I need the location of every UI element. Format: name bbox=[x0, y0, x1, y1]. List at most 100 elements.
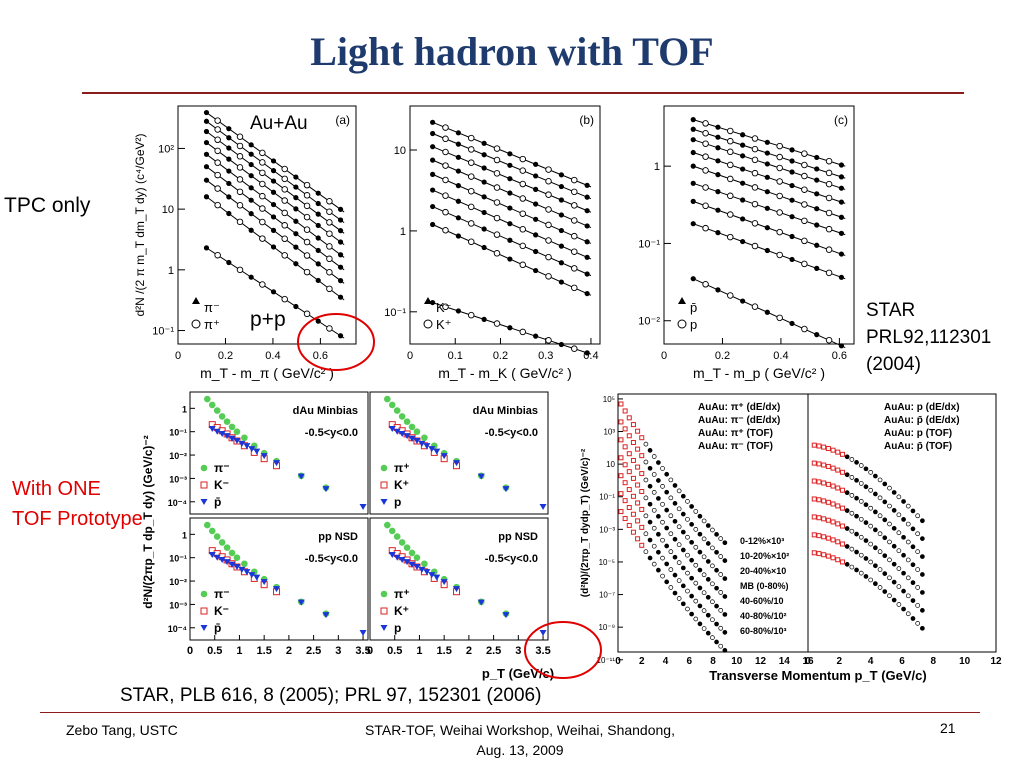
dedx-point bbox=[718, 554, 724, 559]
data-point bbox=[226, 194, 232, 200]
tof-point bbox=[811, 478, 817, 484]
data-point bbox=[814, 242, 820, 248]
pion-point bbox=[413, 428, 421, 435]
dedx-point bbox=[643, 513, 649, 519]
proton-point bbox=[403, 559, 411, 566]
tof-point bbox=[639, 506, 645, 512]
data-point bbox=[545, 206, 552, 213]
dedx-point bbox=[844, 472, 850, 478]
data-point bbox=[468, 238, 475, 246]
proton-point bbox=[359, 629, 367, 636]
dedx-point bbox=[701, 536, 707, 542]
x-axis-label: m_T - m_π ( GeV/c² ) bbox=[200, 365, 334, 381]
proton-point bbox=[388, 552, 396, 559]
data-point bbox=[214, 147, 221, 155]
dedx-point bbox=[858, 570, 864, 576]
data-point bbox=[337, 264, 344, 270]
data-point bbox=[702, 120, 709, 127]
data-point bbox=[825, 169, 833, 177]
dedx-point bbox=[877, 549, 883, 555]
tof-point bbox=[821, 516, 827, 522]
tof-point bbox=[816, 515, 822, 521]
data-point bbox=[519, 195, 527, 202]
data-point bbox=[468, 146, 475, 153]
dedx-point bbox=[868, 505, 874, 511]
data-point bbox=[430, 157, 436, 163]
subpanel-label: dAu Minbias bbox=[293, 405, 358, 417]
legend-marker-open bbox=[677, 319, 687, 329]
data-point bbox=[259, 149, 266, 157]
dedx-point bbox=[849, 475, 855, 480]
y-tick-label: 10⁻¹ bbox=[169, 554, 187, 564]
data-point bbox=[727, 127, 734, 135]
dedx-point bbox=[668, 549, 674, 555]
tof-point bbox=[630, 457, 636, 463]
centrality-label: 60-80%/10³ bbox=[740, 626, 787, 636]
dedx-point bbox=[656, 514, 661, 519]
dedx-point bbox=[701, 554, 707, 560]
legend-marker-kaon bbox=[380, 607, 388, 615]
data-point bbox=[214, 201, 221, 209]
dedx-point bbox=[844, 490, 850, 496]
data-point bbox=[789, 214, 795, 220]
data-point bbox=[315, 190, 321, 196]
data-point bbox=[519, 210, 527, 217]
data-point bbox=[519, 167, 527, 174]
data-point bbox=[281, 197, 288, 204]
dedx-point bbox=[873, 563, 878, 569]
dedx-point bbox=[668, 513, 674, 519]
data-point bbox=[493, 156, 501, 164]
x-tick-label: 0 bbox=[175, 350, 181, 362]
data-point bbox=[814, 166, 820, 172]
dedx-point bbox=[680, 583, 686, 589]
data-point bbox=[315, 318, 321, 324]
panel-label: (b) bbox=[579, 113, 594, 127]
dedx-point bbox=[685, 588, 690, 594]
proton-point bbox=[297, 473, 305, 480]
legend-marker-pion bbox=[380, 590, 388, 598]
data-point bbox=[690, 137, 696, 143]
dedx-point bbox=[676, 542, 682, 548]
data-point bbox=[519, 180, 527, 188]
data-point bbox=[248, 197, 254, 203]
dedx-point bbox=[905, 575, 911, 581]
legend-label: K⁺ bbox=[436, 317, 452, 332]
data-point bbox=[442, 176, 449, 184]
y-tick-label: 10⁻¹¹ bbox=[597, 656, 616, 665]
legend-marker-filled bbox=[678, 297, 686, 304]
dedx-point bbox=[668, 567, 674, 572]
legend-marker-pion bbox=[200, 590, 208, 598]
legend-label: π⁻ bbox=[214, 587, 230, 601]
data-point bbox=[558, 243, 564, 249]
dedx-point bbox=[710, 527, 715, 533]
data-point bbox=[776, 251, 783, 259]
tof-point bbox=[821, 498, 827, 504]
data-point bbox=[584, 254, 590, 260]
proton-point bbox=[273, 460, 281, 467]
x-tick-label: 16 bbox=[802, 656, 814, 667]
dedx-point bbox=[710, 581, 715, 587]
tof-point bbox=[626, 451, 632, 457]
dedx-point bbox=[915, 549, 921, 554]
panel-label: (a) bbox=[335, 113, 350, 127]
tof-point bbox=[839, 559, 845, 565]
data-point bbox=[315, 277, 321, 284]
dedx-point bbox=[718, 536, 724, 541]
dedx-point bbox=[693, 544, 699, 550]
tof-point bbox=[811, 442, 817, 448]
dedx-point bbox=[676, 578, 682, 583]
page-title: Light hadron with TOF bbox=[310, 29, 714, 74]
subplot-frame bbox=[189, 391, 369, 515]
x-axis-label: Transverse Momentum p_T (GeV/c) bbox=[709, 668, 926, 683]
proton-point bbox=[238, 440, 246, 447]
data-point bbox=[481, 140, 487, 146]
data-point bbox=[533, 333, 539, 339]
data-point bbox=[481, 244, 487, 251]
dedx-point bbox=[722, 594, 728, 599]
pion-point bbox=[208, 527, 216, 535]
data-point bbox=[507, 205, 513, 211]
tof-point bbox=[816, 533, 822, 539]
data-point bbox=[248, 185, 254, 191]
dedx-point bbox=[920, 625, 925, 631]
tof-point bbox=[821, 552, 827, 558]
